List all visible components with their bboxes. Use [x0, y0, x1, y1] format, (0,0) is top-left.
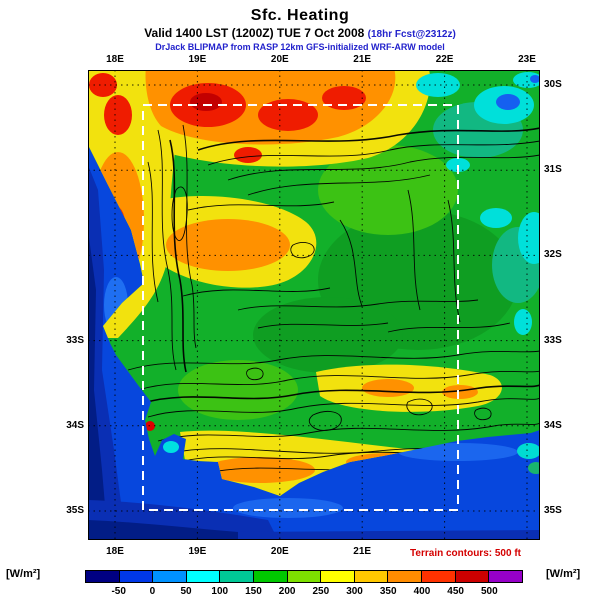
- colorbar-segment: [287, 571, 322, 582]
- top-axis-label: 22E: [435, 54, 454, 65]
- valid-time-line: Valid 1400 LST (1200Z) TUE 7 Oct 2008 (1…: [0, 26, 600, 40]
- colorbar-segment: [422, 571, 456, 582]
- terrain-contours-note: Terrain contours: 500 ft: [410, 548, 521, 559]
- left-axis-label: 34S: [66, 419, 84, 431]
- right-axis-label: 33S: [544, 334, 562, 346]
- plot-title: Sfc. Heating: [250, 7, 350, 24]
- valid-time-text: Valid 1400 LST (1200Z) TUE 7 Oct 2008: [144, 26, 365, 40]
- colorbar-tick-label: 350: [379, 586, 397, 597]
- heating-map-svg: [88, 70, 540, 540]
- colorbar-tick-label: 300: [346, 586, 363, 597]
- top-axis-label: 19E: [188, 54, 207, 65]
- colorbar-tick-label: 200: [278, 586, 296, 597]
- right-axis-label: 34S: [544, 419, 562, 431]
- colorbar-tick-label: 400: [413, 586, 431, 597]
- colorbar-tick-label: 0: [149, 586, 156, 597]
- top-axis-label: 20E: [270, 54, 289, 65]
- colorbar-tick-label: 150: [245, 586, 262, 597]
- domain-box: [142, 104, 459, 511]
- colorbar-ticks: -50 0 50 100 150 200 250 300 350 400 450 500: [0, 586, 600, 598]
- right-axis-label: 32S: [544, 249, 562, 261]
- map-frame: [88, 70, 540, 540]
- colorbar-tick-label: -50: [111, 586, 126, 597]
- top-axis-label: 18E: [106, 54, 124, 65]
- colorbar-tick-label: 500: [480, 586, 498, 597]
- left-axis-label: 35S: [66, 505, 84, 516]
- right-axis-label: 31S: [544, 164, 562, 176]
- map-border: [88, 70, 540, 540]
- colorbar-segment: [220, 571, 255, 582]
- colorbar-segment: [254, 571, 288, 582]
- colorbar-segment: [119, 571, 154, 582]
- colorbar-tick-label: 450: [447, 586, 464, 597]
- colorbar-segment: [388, 571, 423, 582]
- colorbar-segment: [354, 571, 389, 582]
- terrain-contours: [127, 124, 540, 472]
- colorbar-tick-label: 250: [312, 586, 330, 597]
- unit-label-right: [W/m²]: [546, 568, 581, 580]
- colorbar: [85, 570, 523, 583]
- colorbar-segment: [186, 571, 221, 582]
- bottom-axis-label: 20E: [270, 546, 289, 557]
- top-axis-label: 21E: [353, 54, 372, 65]
- bottom-axis-label: 21E: [353, 546, 372, 557]
- left-axis-label: 33S: [66, 334, 84, 346]
- forecast-offset-text: (18hr Fcst@2312z): [367, 29, 456, 40]
- colorbar-segment: [455, 571, 490, 582]
- right-axis-label: 30S: [544, 79, 562, 90]
- colorbar-tick-label: 50: [180, 586, 192, 597]
- top-axis-label: 23E: [518, 54, 536, 65]
- bottom-axis-label: 18E: [106, 546, 124, 557]
- colorbar-segment: [489, 571, 522, 582]
- unit-label-left: [W/m²]: [6, 568, 41, 580]
- colorbar-segment: [86, 571, 120, 582]
- colorbar-segment: [153, 571, 187, 582]
- model-source-line: DrJack BLIPMAP from RASP 12km GFS-initia…: [155, 42, 445, 52]
- bottom-axis-label: 19E: [188, 546, 207, 557]
- colorbar-segment: [321, 571, 355, 582]
- right-axis-label: 35S: [544, 505, 562, 516]
- colorbar-tick-label: 100: [211, 586, 229, 597]
